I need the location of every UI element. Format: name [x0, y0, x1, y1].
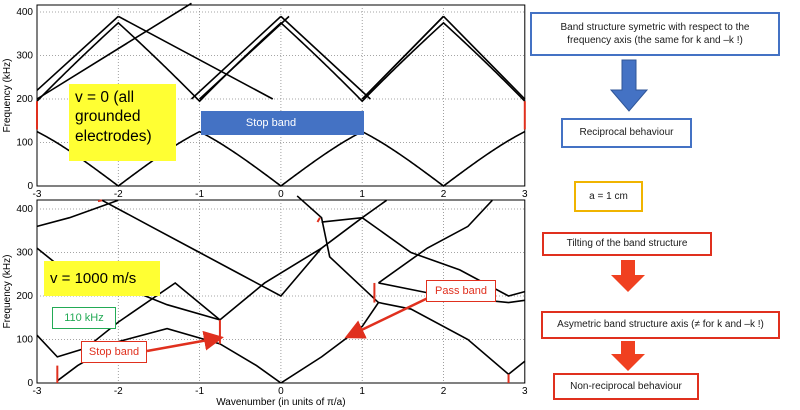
non-reciprocal-note: Non-reciprocal behaviour [553, 373, 699, 400]
band-line [508, 360, 526, 375]
asymmetric-note: Asymetric band structure axis (≠ for k a… [541, 311, 780, 339]
stop-band-arrow [146, 330, 224, 353]
band-line [190, 15, 282, 100]
x-tick-label: 1 [359, 189, 365, 200]
x-axis-label: Wavenumber (in units of π/a) [216, 397, 345, 408]
x-tick-label: -1 [195, 189, 204, 200]
band-line [101, 199, 323, 298]
band-line [442, 15, 526, 100]
y-tick-label: 100 [16, 335, 33, 346]
y-tick-label: 0 [27, 378, 33, 389]
x-tick-label: -2 [114, 386, 123, 397]
band-line [199, 15, 290, 100]
y-tick-label: 400 [16, 204, 33, 215]
bottom-velocity-label: v = 1000 m/s [44, 261, 160, 296]
x-tick-label: -3 [33, 189, 42, 200]
x-tick-label: 3 [522, 386, 528, 397]
band-line [36, 281, 221, 358]
red-block-arrow-1 [611, 260, 645, 292]
x-tick-label: -3 [33, 386, 42, 397]
y-axis-label: Frequency (kHz) [2, 59, 13, 133]
band-edge-marker [316, 217, 321, 223]
band-symmetric-note: Band structure symetric with respect to … [530, 12, 780, 56]
pass-band-label: Pass band [426, 280, 496, 302]
red-block-arrow-2 [611, 341, 645, 371]
y-tick-label: 300 [16, 248, 33, 259]
band-edge-marker [97, 199, 103, 203]
band-line [36, 15, 119, 91]
band-line [296, 195, 380, 304]
y-tick-label: 200 [16, 94, 33, 105]
band-line [56, 327, 282, 384]
y-tick-label: 300 [16, 51, 33, 62]
x-tick-label: 1 [359, 386, 365, 397]
x-tick-label: -2 [114, 189, 123, 200]
band-line [117, 15, 274, 100]
x-tick-label: 2 [441, 189, 447, 200]
top-stop-band [201, 111, 364, 135]
y-axis-label: Frequency (kHz) [2, 255, 13, 329]
band-line [280, 15, 371, 100]
x-tick-label: 0 [278, 189, 284, 200]
annotation-arrows [146, 59, 649, 371]
top-velocity-label: v = 0 (all grounded electrodes) [69, 84, 176, 161]
gap-width-label: 110 kHz [52, 307, 116, 329]
band-line [361, 15, 445, 100]
y-tick-label: 200 [16, 291, 33, 302]
pass-band-arrow [344, 295, 431, 339]
y-tick-label: 400 [16, 7, 33, 18]
x-tick-label: 3 [522, 189, 528, 200]
y-tick-label: 0 [27, 181, 33, 192]
lattice-note: a = 1 cm [574, 181, 643, 212]
bottom-stop-band-label: Stop band [81, 341, 147, 363]
top-stop-band-label: Stop band [245, 117, 297, 129]
x-tick-label: 2 [441, 386, 447, 397]
tilting-note: Tilting of the band structure [542, 232, 712, 256]
band-line [321, 216, 526, 297]
band-line [36, 2, 192, 100]
band-line [377, 199, 493, 284]
band-line [36, 130, 526, 187]
y-tick-label: 100 [16, 138, 33, 149]
band-line [36, 199, 119, 228]
x-tick-label: -1 [195, 386, 204, 397]
x-tick-label: 0 [278, 386, 284, 397]
reciprocal-note: Reciprocal behaviour [561, 118, 692, 148]
blue-block-arrow [609, 59, 649, 112]
